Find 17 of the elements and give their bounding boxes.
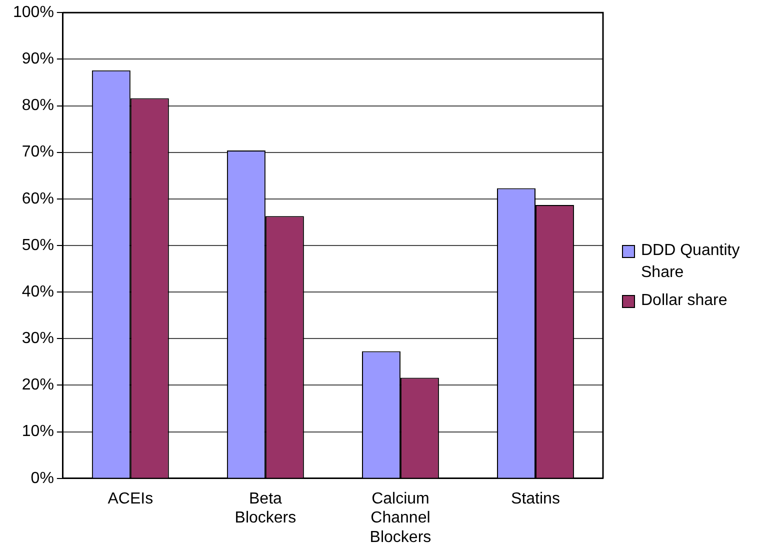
y-tick-label: 90% [22,50,54,68]
legend-label: Dollar share [641,291,728,311]
legend-label: DDD Quantity Share [641,241,741,283]
y-tick-label: 50% [22,236,54,254]
y-tick-label: 80% [22,97,54,114]
y-tick-label: 10% [22,423,54,440]
y-tick-label: 20% [22,376,54,394]
x-tick-label: Statins [511,490,560,508]
y-tick-label: 60% [22,190,54,208]
y-tick-label: 40% [22,283,54,300]
y-tick-label: 70% [22,144,54,161]
x-tick-label: Calcium Channel Blockers [370,490,432,546]
y-tick-label: 100% [13,4,54,22]
y-tick-label: 30% [22,330,54,348]
y-tick-label: 0% [30,470,54,487]
x-tick-label: Beta Blockers [234,490,296,527]
x-tick-label: ACEIs [108,490,154,508]
